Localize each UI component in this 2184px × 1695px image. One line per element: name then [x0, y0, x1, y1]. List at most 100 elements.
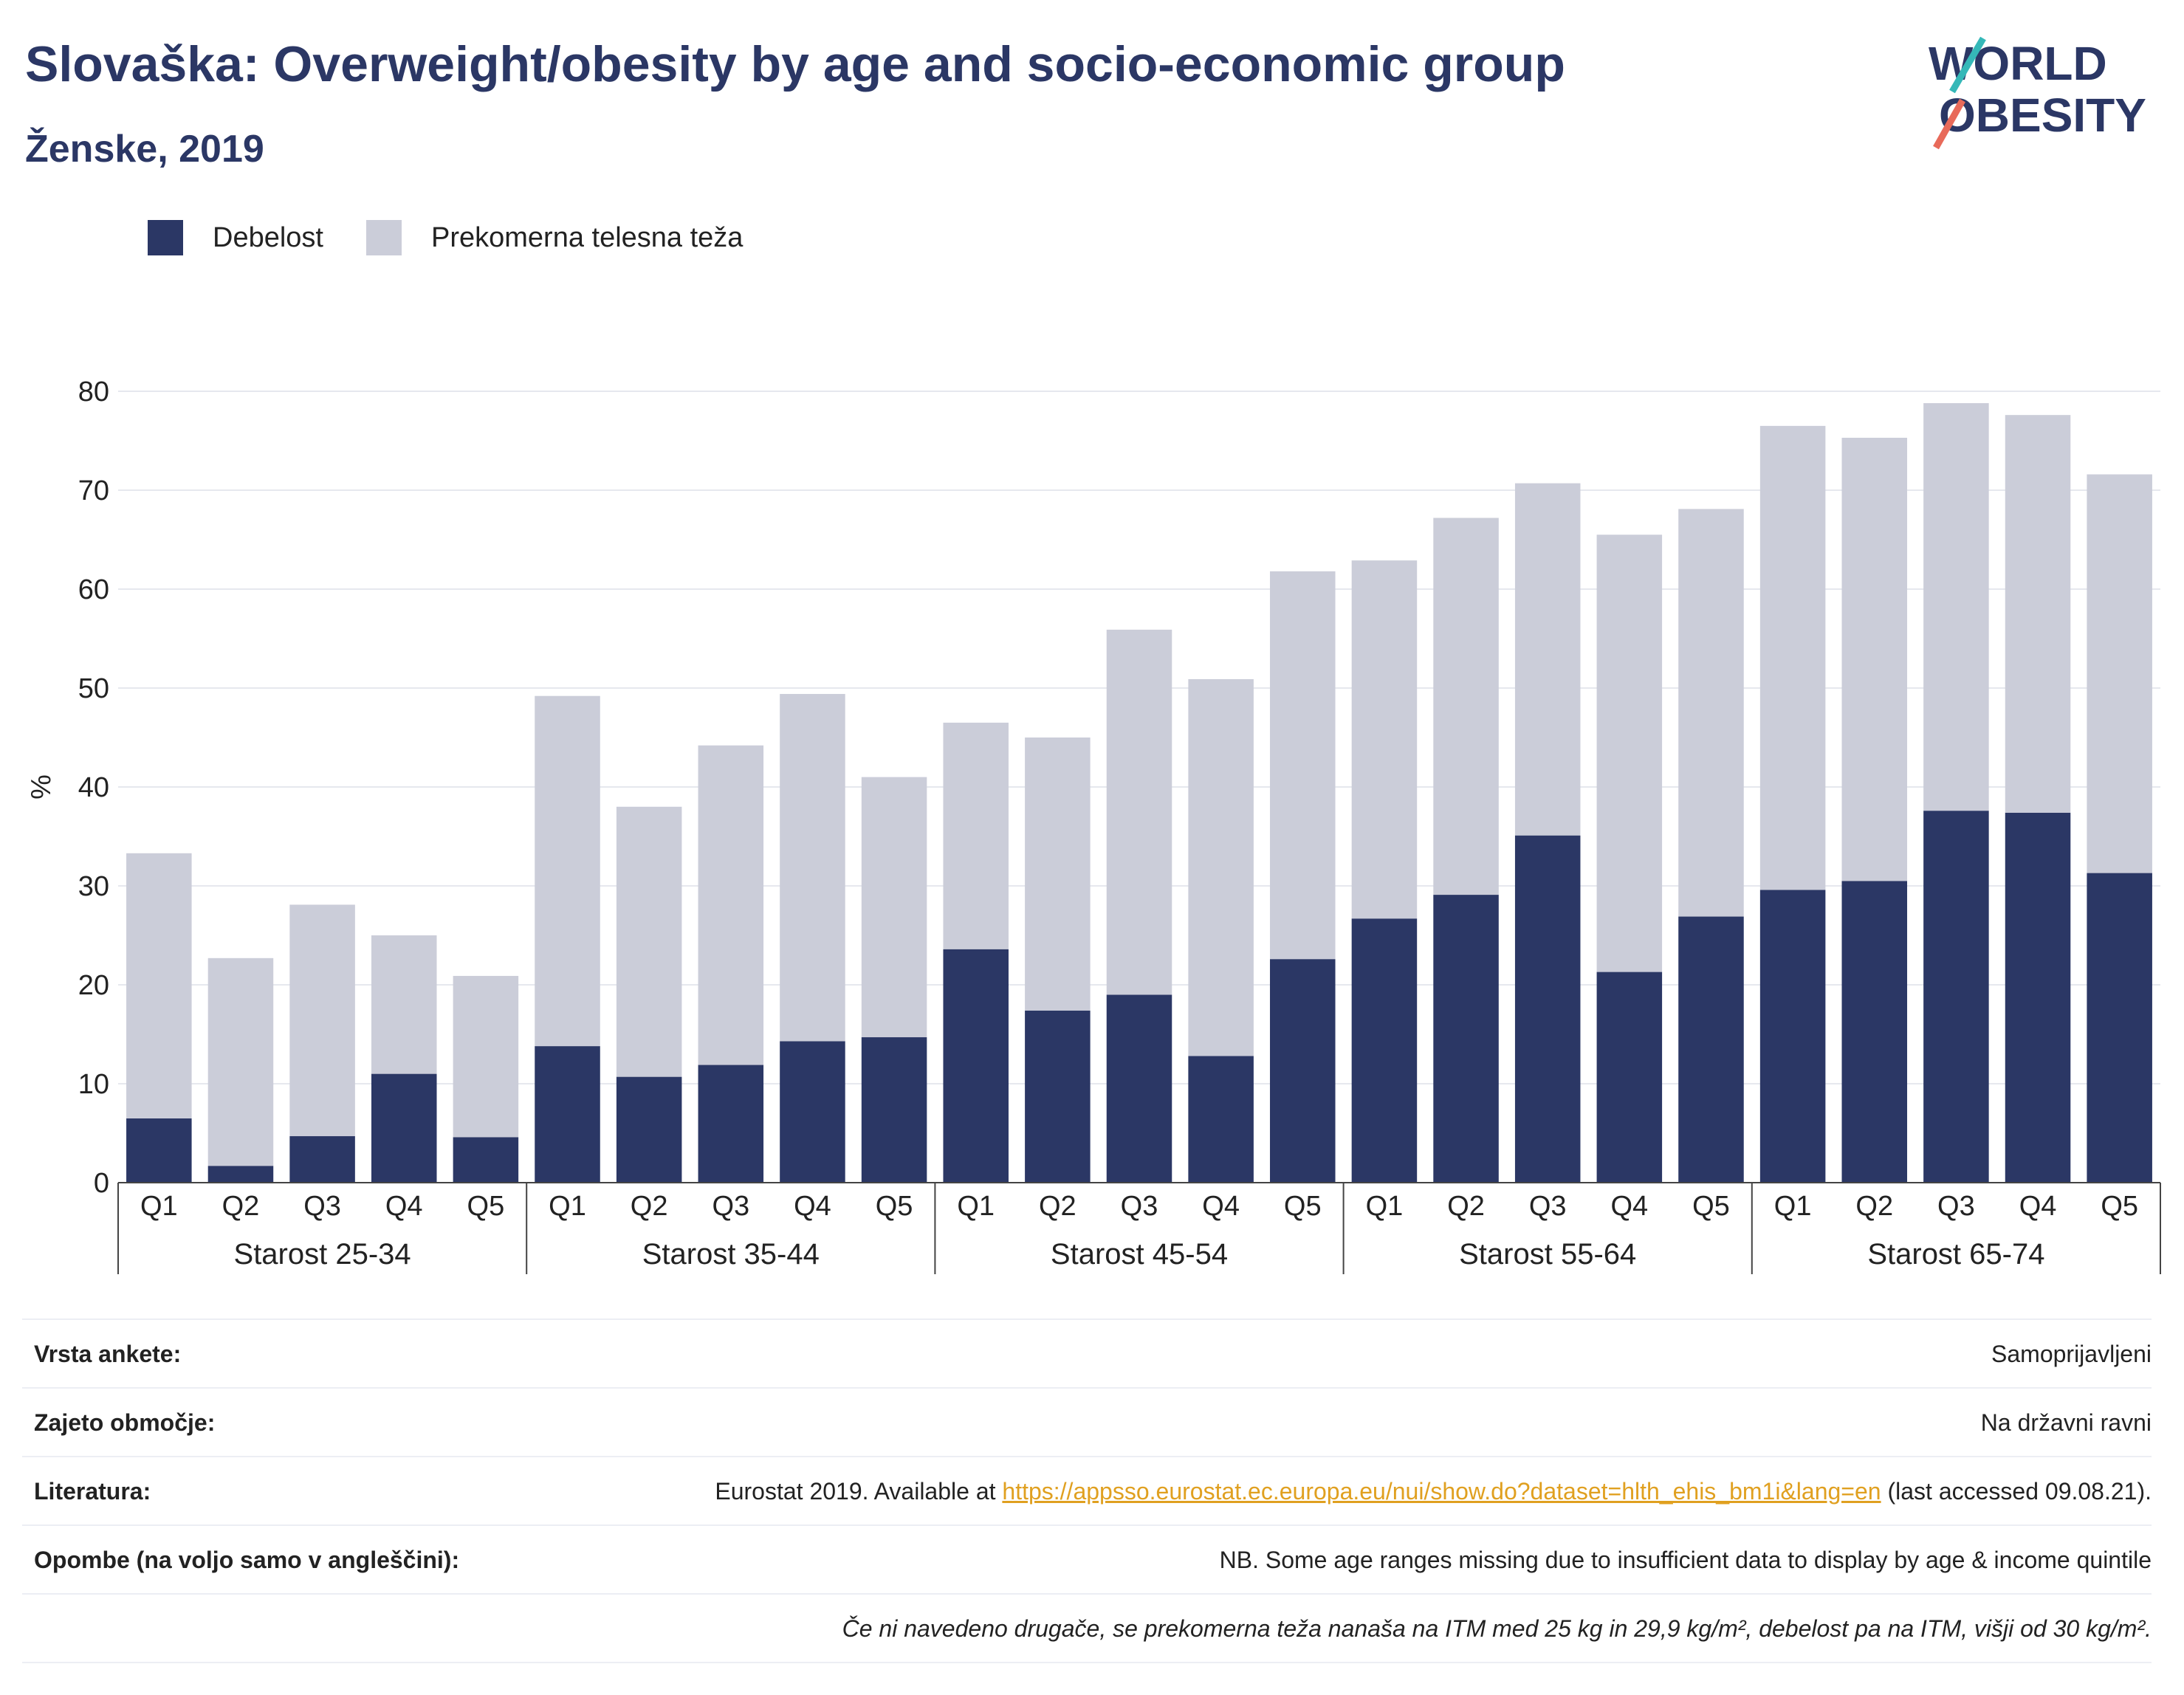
bar-overweight [1678, 509, 1744, 917]
y-tick-label: 10 [78, 1069, 109, 1100]
meta-value: NB. Some age ranges missing due to insuf… [1219, 1547, 2152, 1573]
footnote: Če ni navedeno drugače, se prekomerna te… [842, 1615, 2152, 1642]
meta-row-notes: Opombe (na voljo samo v angleščini): NB.… [22, 1524, 2152, 1593]
bar-overweight [1759, 425, 1826, 890]
bar-overweight [943, 722, 1009, 949]
bar-overweight [371, 935, 437, 1074]
x-tick-label: Q2 [1855, 1191, 1893, 1222]
bar-overweight [126, 853, 192, 1118]
x-tick-label: Q2 [1039, 1191, 1076, 1222]
bar-obesity [616, 1076, 682, 1183]
x-tick-label: Q1 [957, 1191, 995, 1222]
bar-overweight [616, 806, 682, 1077]
svg-text:OBESITY: OBESITY [1939, 89, 2146, 142]
x-tick-label: Q5 [1692, 1191, 1730, 1222]
x-tick-label: Q2 [631, 1191, 668, 1222]
y-tick-label: 0 [94, 1168, 109, 1199]
metadata-table: Vrsta ankete: Samoprijavljeni Zajeto obm… [22, 1318, 2152, 1663]
meta-value: Na državni ravni [1980, 1409, 2152, 1436]
x-tick-label: Q5 [467, 1191, 505, 1222]
group-label: Starost 55-64 [1459, 1238, 1636, 1271]
legend-label-obesity: Debelost [213, 221, 323, 253]
bar-overweight [207, 957, 274, 1166]
bar-obesity [371, 1073, 437, 1183]
y-axis-label: % [26, 774, 57, 800]
bar-obesity [1514, 835, 1581, 1183]
meta-value: Samoprijavljeni [1991, 1341, 2152, 1367]
x-tick-label: Q1 [549, 1191, 586, 1222]
legend-swatch-overweight [365, 220, 402, 255]
bar-overweight [2005, 415, 2071, 813]
bar-obesity [1188, 1056, 1254, 1183]
bar-obesity [453, 1137, 519, 1183]
bar-overweight [698, 745, 764, 1065]
meta-row-references: Literatura: Eurostat 2019. Available at … [22, 1456, 2152, 1524]
x-tick-label: Q3 [303, 1191, 341, 1222]
bar-obesity [535, 1046, 600, 1183]
x-tick-label: Q4 [2019, 1191, 2057, 1222]
y-tick-label: 70 [78, 475, 109, 506]
bar-overweight [1433, 518, 1499, 895]
x-tick-label: Q4 [385, 1191, 423, 1222]
x-tick-label: Q2 [222, 1191, 260, 1222]
group-label: Starost 35-44 [642, 1238, 820, 1271]
x-tick-label: Q3 [1937, 1191, 1975, 1222]
chart-subtitle: Ženske, 2019 [25, 128, 264, 171]
bar-overweight [453, 975, 519, 1138]
meta-row-survey-type: Vrsta ankete: Samoprijavljeni [22, 1318, 2152, 1387]
x-tick-label: Q1 [1774, 1191, 1812, 1222]
meta-key: Zajeto območje: [34, 1409, 216, 1436]
legend-label-overweight: Prekomerna telesna teža [430, 221, 744, 253]
bar-obesity [943, 949, 1009, 1183]
bar-overweight [1025, 738, 1091, 1011]
bar-overweight [289, 904, 355, 1137]
bar-obesity [1351, 918, 1418, 1183]
reference-link[interactable]: https://appsso.eurostat.ec.europa.eu/nui… [1002, 1478, 1881, 1505]
bar-obesity [780, 1041, 845, 1183]
y-tick-label: 30 [78, 871, 109, 902]
bar-overweight [1270, 571, 1336, 960]
bar-overweight [1188, 678, 1254, 1056]
group-label: Starost 45-54 [1051, 1238, 1228, 1271]
group-label: Starost 25-34 [234, 1238, 411, 1271]
x-tick-label: Q3 [712, 1191, 749, 1222]
x-tick-label: Q4 [1202, 1191, 1240, 1222]
bar-obesity [2005, 812, 2071, 1183]
x-tick-label: Q5 [1284, 1191, 1322, 1222]
x-tick-label: Q5 [876, 1191, 913, 1222]
bar-overweight [1596, 534, 1663, 972]
meta-key: Literatura: [34, 1478, 151, 1505]
meta-row-footnote: Če ni navedeno drugače, se prekomerna te… [22, 1593, 2152, 1663]
x-tick-label: Q3 [1529, 1191, 1567, 1222]
bar-overweight [780, 694, 845, 1042]
bar-obesity [1841, 881, 1908, 1183]
meta-key: Vrsta ankete: [34, 1341, 182, 1367]
meta-key: Opombe (na voljo samo v angleščini): [34, 1547, 460, 1573]
bar-obesity [1678, 916, 1744, 1183]
bar-overweight [1351, 560, 1418, 919]
y-tick-label: 80 [78, 377, 109, 408]
bar-obesity [207, 1166, 274, 1183]
bar-obesity [1025, 1010, 1091, 1183]
bar-overweight [1923, 403, 1989, 811]
bar-obesity [861, 1037, 927, 1183]
world-obesity-logo: WORLD OBESITY [1929, 36, 2146, 150]
legend: Debelost Prekomerna telesna teža [148, 220, 786, 255]
x-tick-label: Q3 [1121, 1191, 1158, 1222]
x-tick-label: Q5 [2101, 1191, 2138, 1222]
bar-obesity [1106, 994, 1172, 1183]
y-tick-label: 50 [78, 673, 109, 704]
bar-obesity [1923, 811, 1989, 1183]
bar-obesity [2087, 873, 2152, 1183]
y-tick-label: 40 [78, 772, 109, 803]
y-tick-label: 20 [78, 970, 109, 1001]
meta-value: Eurostat 2019. Available at https://apps… [715, 1478, 2152, 1505]
x-tick-label: Q2 [1447, 1191, 1485, 1222]
bar-obesity [1270, 959, 1336, 1183]
reference-text: Eurostat 2019. Available at [715, 1478, 1003, 1505]
x-tick-label: Q4 [1610, 1191, 1648, 1222]
bar-obesity [1433, 895, 1499, 1183]
legend-swatch-obesity [148, 220, 183, 255]
bar-obesity [126, 1118, 192, 1183]
group-label: Starost 65-74 [1867, 1238, 2044, 1271]
